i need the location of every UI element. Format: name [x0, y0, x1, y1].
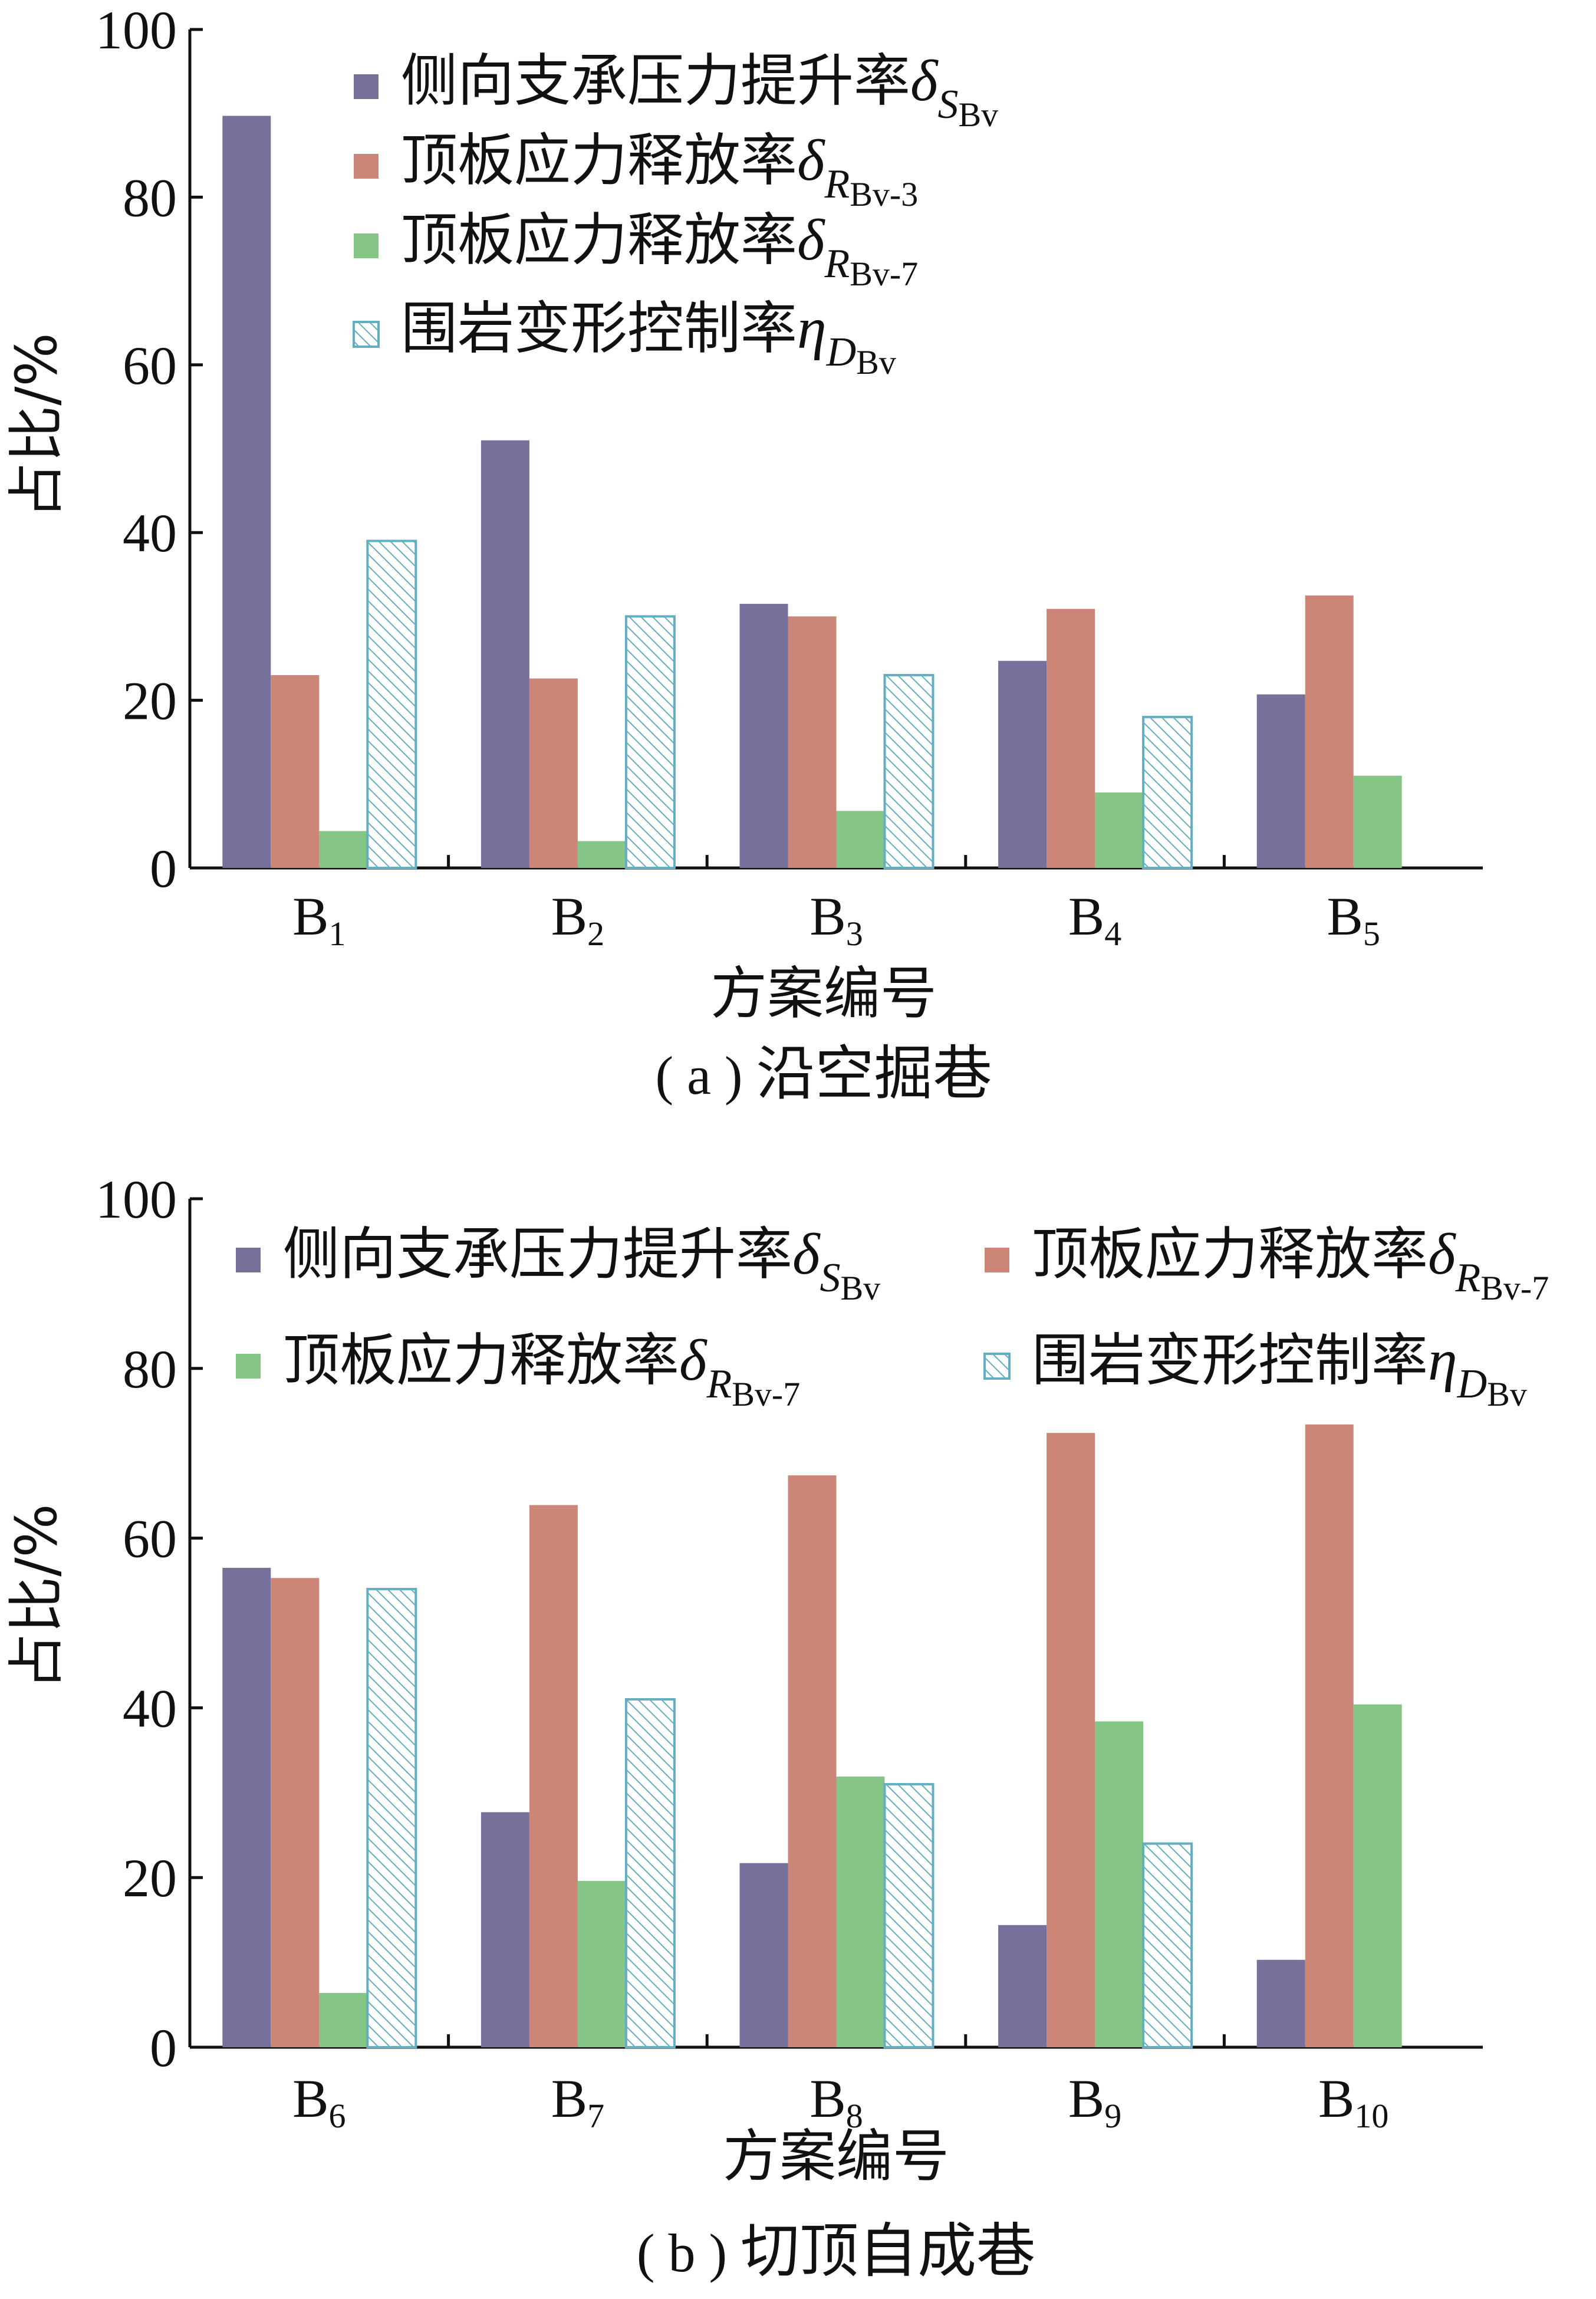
bar-deform-B9	[1142, 1842, 1193, 2048]
bar-lateral-B5	[1256, 694, 1305, 868]
bar-roof7-B3	[836, 811, 885, 868]
bar-deform-B2	[624, 615, 676, 870]
y-tick-label: 100	[96, 1169, 177, 1229]
legend-swatch	[354, 154, 379, 179]
bar-lateral-B2	[481, 440, 529, 868]
bar-deform-B8	[883, 1782, 934, 2048]
bar-roof7-B9	[1095, 1721, 1144, 2047]
legend-entry: 侧向支承压力提升率δSBv	[401, 48, 998, 134]
bar-roof7-B2	[577, 841, 626, 868]
x-tick-label: B2	[551, 886, 604, 953]
y-axis-title: 占比/%	[4, 1504, 70, 1690]
x-tick-label: B4	[1068, 886, 1121, 953]
bar-lateral-B9	[998, 1925, 1047, 2047]
bar-deform-B1	[366, 540, 417, 869]
bar-roof7-B5	[1353, 775, 1402, 868]
bar-lateral-B1	[222, 116, 271, 868]
x-tick-label: B7	[551, 2068, 604, 2135]
y-tick-label: 60	[123, 336, 177, 396]
legend-entry: 顶板应力释放率δRBv-7	[401, 207, 918, 293]
y-axis-title: 占比/%	[4, 333, 70, 519]
y-tick-label: 80	[123, 1339, 177, 1399]
legend-entry: 顶板应力释放率δRBv-7	[283, 1327, 800, 1413]
y-tick-label: 100	[96, 0, 177, 60]
x-tick-label: B5	[1327, 886, 1380, 953]
panel-caption: ( b ) 切顶自成巷	[637, 2216, 1035, 2285]
chart-panel-b: 0 20 40 60 80 100 B6 B7 B8 B9 B10 占比/% 方案编号 ( b ) 切顶自…	[4, 1169, 1549, 2285]
bar-roof7-B6	[319, 1992, 368, 2047]
bar-lateral-B3	[739, 604, 788, 868]
x-tick-label: B8	[809, 2068, 863, 2135]
legend-entry: 顶板应力释放率δRBv-3	[401, 127, 918, 213]
x-axis-title: 方案编号	[710, 961, 937, 1027]
x-tick-label: B10	[1318, 2068, 1388, 2135]
y-tick-label: 20	[123, 671, 177, 731]
legend-entry: 围岩变形控制率ηDBv	[1032, 1327, 1527, 1413]
y-tick-label: 40	[123, 503, 177, 563]
bar-lateral-B4	[998, 660, 1047, 868]
bar-lateral-B6	[222, 1567, 271, 2047]
legend-swatch	[354, 233, 379, 258]
bar-deform-B7	[624, 1698, 676, 2048]
bar-lateral-B10	[1256, 1959, 1305, 2047]
bar-roof3-B2	[529, 678, 578, 868]
bar-roof3-B9	[1047, 1433, 1095, 2047]
legend-entry: 顶板应力释放率δRBv-7	[1032, 1221, 1549, 1307]
x-tick-label: B9	[1068, 2068, 1121, 2135]
bar-roof3-B5	[1305, 595, 1354, 868]
bar-lateral-B7	[481, 1812, 529, 2047]
y-tick-label: 40	[123, 1678, 177, 1738]
bar-deform-B6	[366, 1587, 417, 2048]
x-tick-label: B1	[292, 886, 345, 953]
bar-roof3-B7	[529, 1505, 578, 2047]
bar-roof7-B7	[577, 1880, 626, 2047]
legend-swatch	[354, 74, 379, 99]
x-tick-label: B6	[292, 2068, 345, 2135]
y-tick-label: 60	[123, 1509, 177, 1569]
legend-entry: 围岩变形控制率ηDBv	[401, 295, 896, 381]
y-tick-label: 0	[150, 838, 177, 899]
bar-lateral-B8	[739, 1863, 788, 2047]
bar-roof7-B10	[1353, 1704, 1402, 2047]
bar-roof3-B6	[271, 1578, 320, 2047]
x-tick-label: B3	[809, 886, 863, 953]
bar-roof7-B1	[319, 831, 368, 868]
bar-roof3-B1	[271, 675, 320, 868]
bar-roof3-B10	[1305, 1424, 1354, 2047]
bar-roof3-B8	[788, 1475, 837, 2047]
y-tick-label: 0	[150, 2018, 177, 2078]
legend-swatch	[236, 1354, 261, 1379]
y-tick-label: 20	[123, 1848, 177, 1908]
bar-deform-B4	[1142, 716, 1193, 870]
legend-entry: 侧向支承压力提升率δSBv	[283, 1221, 880, 1307]
bar-roof7-B8	[836, 1776, 885, 2047]
bar-roof3-B3	[788, 616, 837, 868]
chart-panel-a: 0 20 40 60 80 100 B1 B2 B3 B4 B5 占比/% 方案编号 ( a ) 沿空掘巷…	[4, 0, 1483, 1108]
bar-deform-B3	[883, 673, 934, 869]
bar-roof3-B4	[1047, 609, 1095, 868]
y-tick-label: 80	[123, 167, 177, 228]
legend-swatch	[236, 1248, 261, 1272]
bar-roof7-B4	[1095, 792, 1144, 868]
x-axis-title: 方案编号	[723, 2123, 949, 2189]
legend-swatch	[353, 321, 380, 348]
panel-caption: ( a ) 沿空掘巷	[655, 1039, 992, 1108]
legend-swatch	[985, 1248, 1009, 1272]
legend-swatch	[983, 1353, 1011, 1380]
